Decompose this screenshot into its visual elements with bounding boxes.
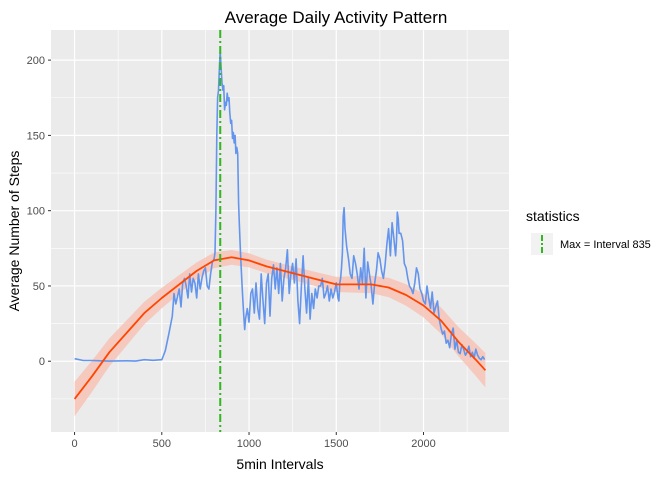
- y-tick-label: 150: [27, 130, 45, 142]
- y-tick-label: 200: [27, 55, 45, 67]
- legend-entry-label: Max = Interval 835: [560, 239, 651, 251]
- confidence-band: [74, 250, 486, 417]
- confidence-band-layer: [74, 250, 486, 417]
- x-axis-title: 5min Intervals: [236, 456, 323, 472]
- y-tick-label: 0: [39, 356, 45, 368]
- plot-panel: [51, 30, 509, 432]
- y-axis-title: Average Number of Steps: [6, 151, 22, 312]
- grid-major: [51, 30, 509, 432]
- x-tick-label: 1000: [237, 438, 261, 450]
- smooth-line-layer: [73, 256, 487, 400]
- y-tick-label: 100: [27, 206, 45, 218]
- y-tick-label: 50: [33, 281, 45, 293]
- x-axis-ticks: 0 500 1000 1500 2000: [71, 432, 436, 450]
- x-tick-label: 2000: [411, 438, 435, 450]
- x-tick-label: 1500: [324, 438, 348, 450]
- chart-title: Average Daily Activity Pattern: [225, 8, 448, 27]
- smooth-trend-line: [73, 256, 487, 400]
- legend-title: statistics: [526, 208, 580, 224]
- legend: statistics Max = Interval 835: [526, 208, 651, 255]
- x-tick-label: 500: [153, 438, 171, 450]
- x-tick-label: 0: [71, 438, 77, 450]
- y-axis-ticks: 0 50 100 150 200: [27, 55, 51, 368]
